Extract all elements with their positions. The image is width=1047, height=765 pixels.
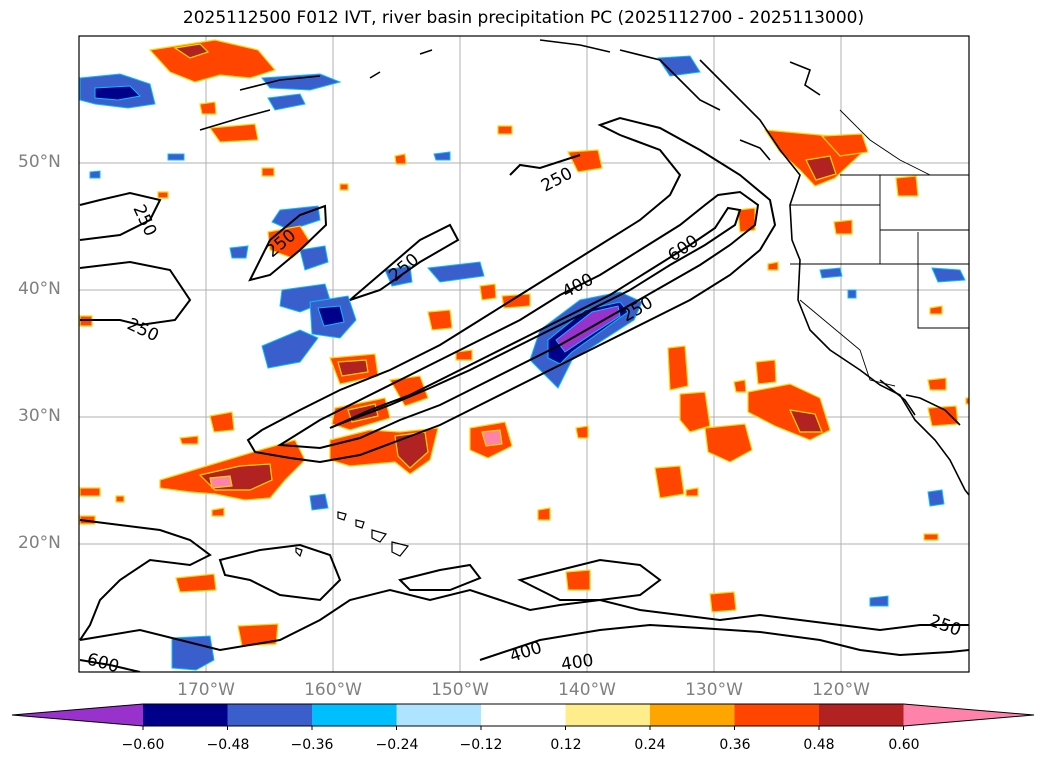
contour-label-250-e: 250 (124, 314, 162, 346)
lat-label-30: 30°N (18, 406, 61, 426)
colorbar (11, 703, 1035, 730)
colorbar-tick-label: 0.60 (888, 737, 920, 753)
contour-label-250-f: 250 (926, 611, 963, 641)
figure-title: 2025112500 F012 IVT, river basin precipi… (182, 8, 865, 28)
colorbar-bin (481, 704, 566, 726)
coastlines (199, 39, 969, 496)
colorbar-extend-max (903, 704, 1034, 726)
political-borders (790, 109, 969, 387)
colorbar-tick-label: 0.36 (719, 737, 751, 753)
colorbar-bin (565, 704, 651, 726)
colorbar-tick-label: −0.12 (459, 737, 503, 753)
colorbar-tick-label: 0.24 (634, 737, 666, 753)
colorbar-extend-min (12, 704, 143, 726)
lon-label-120w: 120°W (812, 680, 870, 700)
lat-label-50: 50°N (18, 152, 61, 172)
lon-label-160w: 160°W (304, 680, 362, 700)
colorbar-tick-label: 0.48 (803, 737, 835, 753)
precip-positive-patches (79, 39, 969, 647)
map-frame (78, 35, 970, 673)
contour-label-400-c: 400 (560, 651, 595, 675)
lon-label-140w: 140°W (558, 680, 616, 700)
colorbar-bin (312, 704, 397, 726)
colorbar-tick-label: −0.36 (290, 737, 334, 753)
ivt-contours (79, 116, 969, 672)
colorbar-tick-label: 0.12 (550, 737, 582, 753)
colorbar-tick-label: −0.24 (375, 737, 419, 753)
contour-label-250-a: 250 (538, 164, 576, 197)
lon-label-150w: 150°W (431, 680, 489, 700)
colorbar-bin (227, 704, 313, 726)
contour-label-400-b: 400 (507, 638, 544, 667)
colorbar-tick-label: −0.48 (206, 737, 250, 753)
lat-label-40: 40°N (18, 279, 61, 299)
hawaiian-islands (295, 511, 410, 558)
lon-label-170w: 170°W (177, 680, 235, 700)
lat-label-20: 20°N (18, 533, 61, 553)
colorbar-bin (734, 704, 820, 726)
colorbar-bin (143, 704, 228, 726)
contour-label-600-b: 600 (85, 650, 122, 678)
colorbar-tick-label: −0.60 (121, 737, 165, 753)
colorbar-bin (650, 704, 735, 726)
colorbar-bin (396, 704, 482, 726)
contour-label-600-a: 600 (664, 231, 702, 266)
lon-label-130w: 130°W (685, 680, 743, 700)
colorbar-bin (819, 704, 904, 726)
